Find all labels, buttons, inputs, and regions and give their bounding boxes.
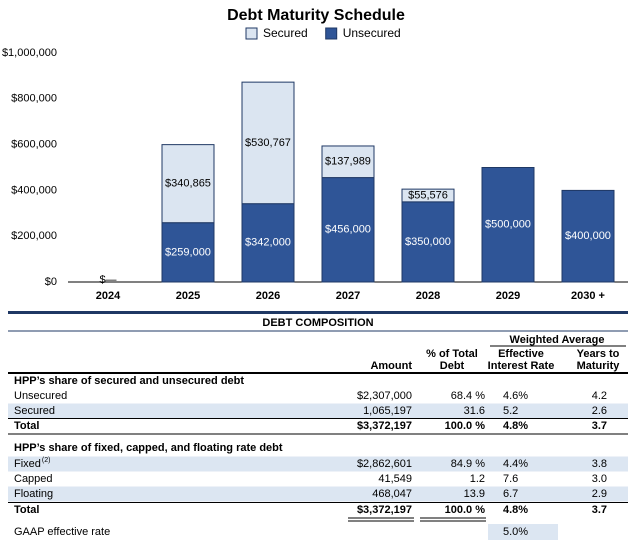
cell: 4.8% [503,504,528,516]
data-label: $137,989 [325,156,371,168]
x-tick-label: 2026 [256,290,280,302]
chart-title: Debt Maturity Schedule [227,7,405,24]
cell: 41,549 [378,473,412,485]
cell: 13.9 [464,488,485,500]
data-label: $340,865 [165,178,211,190]
row-label: Secured [14,405,55,417]
table-title: DEBT COMPOSITION [262,317,373,329]
data-label: $400,000 [565,230,611,242]
cell: 4.8% [503,420,528,432]
cell: 4.4% [503,458,528,470]
x-tick-label: 2024 [96,290,121,302]
column-header: % of Total [426,348,478,360]
row-label: Floating [14,488,53,500]
bar-segment [161,222,215,283]
x-tick-label: 2029 [496,290,520,302]
bar-segment [321,177,375,283]
cell: $2,862,601 [357,458,412,470]
cell: $3,372,197 [357,504,412,516]
x-tick-label: 2027 [336,290,360,302]
data-label: $— [99,274,116,286]
column-header: Debt [440,360,465,372]
cell: $2,307,000 [357,390,412,402]
row-shade [8,486,628,502]
cell: 4.6% [503,390,528,402]
row-label: Total [14,504,39,516]
column-header: Maturity [577,360,621,372]
column-header: Amount [370,360,412,372]
legend-label: Secured [263,26,308,40]
data-label: $55,576 [408,189,448,201]
group-header: Weighted Average [510,334,605,346]
bar-segment [161,144,215,224]
x-tick-label: 2025 [176,290,200,302]
data-label: $342,000 [245,237,291,249]
column-header: Effective [498,348,544,360]
footnote-mark: (2) [42,457,51,464]
x-tick-label: 2028 [416,290,440,302]
bar-segment [561,189,615,283]
y-tick-label: $200,000 [11,230,57,242]
cell: 468,047 [372,488,412,500]
section-title: HPP’s share of secured and unsecured deb… [14,375,244,387]
data-label: $500,000 [485,219,531,231]
legend-swatch [245,27,258,40]
cell: 6.7 [503,488,518,500]
cell: 2.6 [592,405,607,417]
cell: 84.9 % [451,458,485,470]
section-title: HPP’s share of fixed, capped, and floati… [14,442,283,454]
row-shade [8,456,628,472]
header-rule [8,372,628,374]
row-label: Unsecured [14,390,67,402]
y-tick-label: $400,000 [11,184,57,196]
y-tick-label: $600,000 [11,139,57,151]
cell: 5.0% [503,526,528,538]
y-tick-label: $0 [45,276,57,288]
cell: 7.6 [503,473,518,485]
cell: 3.0 [592,473,607,485]
cell: 100.0 % [445,420,486,432]
bar-segment [401,188,455,203]
column-header: Years to [577,348,620,360]
data-label: $456,000 [325,224,371,236]
x-tick-label: 2030 + [571,290,605,302]
bar-segment [481,167,535,283]
table-top-rule [8,311,628,314]
cell: 100.0 % [445,504,486,516]
y-tick-label: $1,000,000 [2,47,57,59]
row-shade [8,403,628,419]
data-label: $259,000 [165,246,211,258]
data-label: $530,767 [245,137,291,149]
legend-swatch [325,27,338,40]
bar-segment [401,201,455,283]
cell: 2.9 [592,488,607,500]
bar-segment [321,145,375,179]
cell: 1.2 [470,473,485,485]
cell: 3.7 [592,420,607,432]
cell: $3,372,197 [357,420,412,432]
row-label: Total [14,420,39,432]
bar-segment [241,81,295,205]
cell: 3.8 [592,458,607,470]
cell: 4.2 [592,390,607,402]
column-header: Interest Rate [488,360,555,372]
cell: 5.2 [503,405,518,417]
row-label: Fixed [14,458,41,470]
row-label: GAAP effective rate [14,526,110,538]
row-shade [488,524,558,540]
y-tick-label: $800,000 [11,93,57,105]
cell: 1,065,197 [363,405,412,417]
cell: 31.6 [464,405,485,417]
legend-label: Unsecured [343,26,401,40]
data-label: $350,000 [405,236,451,248]
row-label: Capped [14,473,53,485]
cell: 3.7 [592,504,607,516]
cell: 68.4 % [451,390,485,402]
